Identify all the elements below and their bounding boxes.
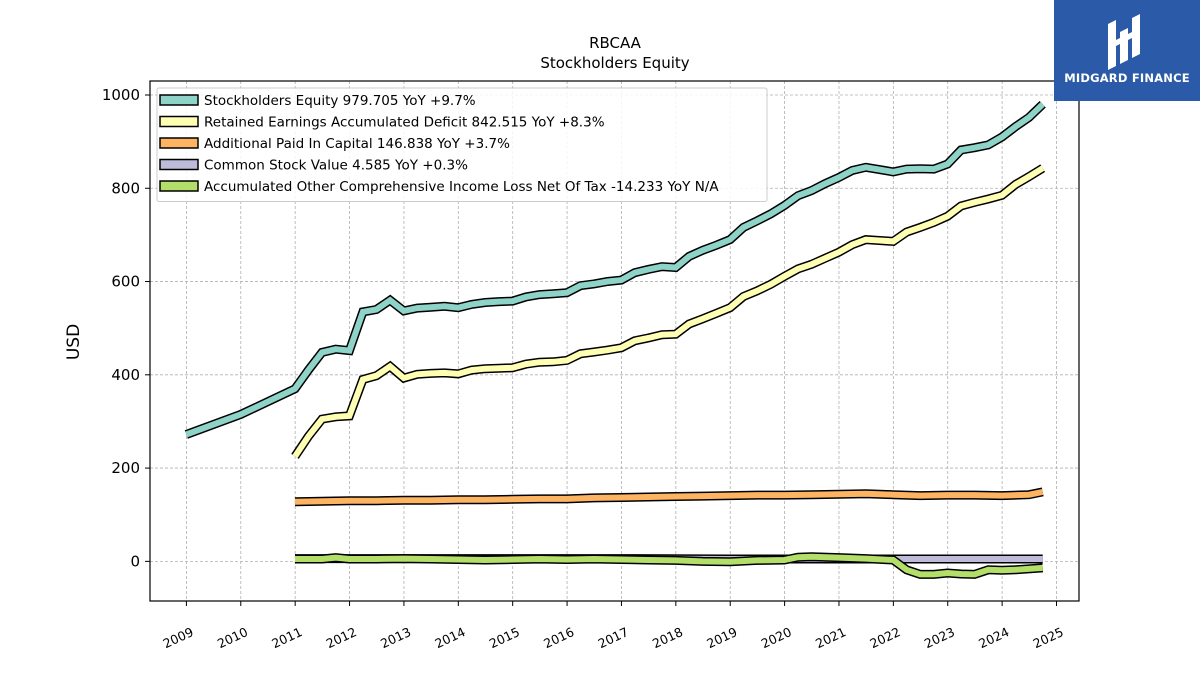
plot-frame: [149, 80, 1080, 602]
x-tick-label: 2024: [976, 624, 1011, 651]
series-line: [294, 488, 1044, 505]
legend-swatch: [159, 94, 199, 106]
series-line: [295, 553, 1043, 578]
legend-entry-label: Retained Earnings Accumulated Deficit 84…: [204, 115, 605, 131]
x-tick-label: 2016: [541, 624, 576, 651]
x-tick-label: 2013: [378, 624, 413, 651]
x-tick-label: 2014: [432, 624, 467, 651]
x-tick-label: 2012: [324, 624, 359, 651]
x-tick-label: 2015: [487, 624, 522, 651]
x-tick-label: 2021: [813, 624, 848, 651]
y-axis-label: USD: [64, 324, 84, 360]
legend-box: [156, 87, 768, 202]
y-tick-label: 400: [111, 366, 140, 384]
x-tick-label: 2011: [269, 624, 304, 651]
series-line: [292, 165, 1045, 459]
y-tick-label: 600: [111, 273, 140, 291]
brand-logo: MIDGARD FINANCE: [1054, 0, 1200, 101]
x-tick-label: 2019: [704, 624, 739, 651]
x-tick-label: 2018: [650, 624, 685, 651]
legend-swatch: [159, 180, 199, 192]
legend-swatch: [159, 115, 199, 128]
legend-entry-label: Accumulated Other Comprehensive Income L…: [204, 179, 719, 195]
midgard-logo-icon: [1108, 14, 1140, 70]
y-tick-label: 800: [111, 179, 140, 197]
legend-entry-label: Additional Paid In Capital 146.838 YoY +…: [204, 136, 510, 152]
legend-swatch: [159, 137, 199, 149]
x-tick-label: 2023: [922, 624, 957, 651]
x-tick-label: 2009: [160, 624, 195, 651]
legend: Stockholders Equity 979.705 YoY +9.7% Ret…: [156, 87, 768, 202]
legend-swatch: [159, 158, 199, 171]
x-tick-label: 2017: [596, 624, 631, 651]
legend-entry-label: Common Stock Value 4.585 YoY +0.3%: [204, 158, 468, 174]
x-tick-label: 2022: [867, 624, 902, 651]
series-line: [185, 102, 1045, 438]
series-layer: [184, 101, 1046, 579]
legend-entry-label: Stockholders Equity 979.705 YoY +9.7%: [204, 93, 476, 109]
y-tick-label: 1000: [102, 86, 140, 104]
chart-title: RBCAA: [589, 34, 642, 52]
y-tick-label: 0: [130, 552, 140, 570]
x-tick-label: 2010: [215, 624, 250, 651]
brand-name: MIDGARD FINANCE: [1064, 71, 1190, 85]
x-tick-label: 2020: [759, 624, 794, 651]
y-tick-label: 200: [111, 459, 140, 477]
chart-subtitle: Stockholders Equity: [540, 54, 689, 72]
x-tick-label: 2025: [1031, 624, 1066, 651]
